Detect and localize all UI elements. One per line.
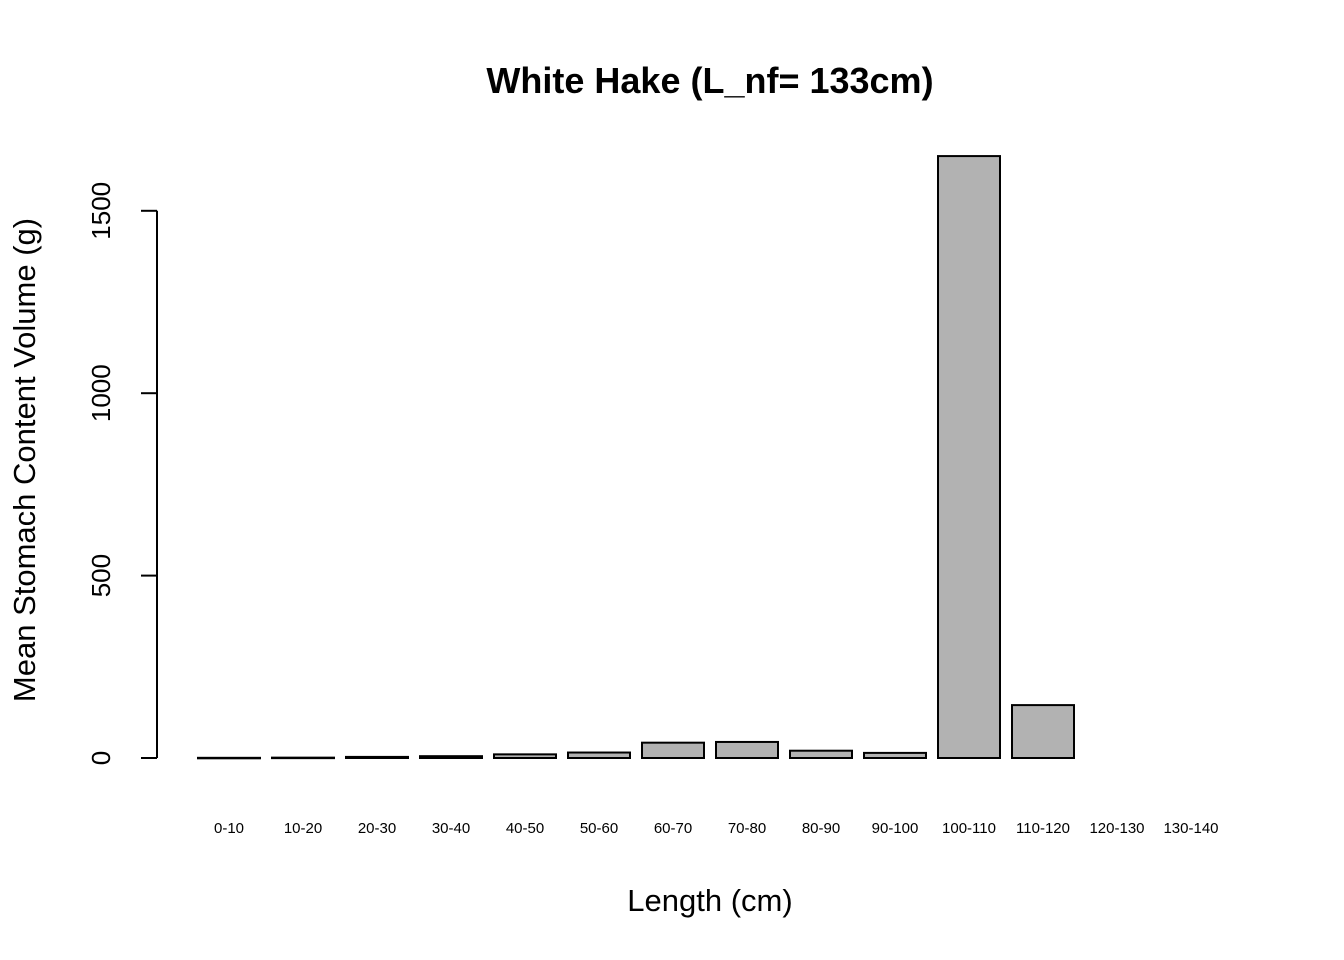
x-tick-label: 60-70	[654, 820, 692, 837]
x-tick-label: 130-140	[1163, 820, 1218, 837]
y-tick-label: 1500	[86, 182, 116, 240]
bar-100-110	[937, 155, 1001, 759]
x-tick-label: 50-60	[580, 820, 618, 837]
bar-50-60	[567, 751, 631, 760]
bars-group	[197, 155, 1075, 760]
x-tick-label: 110-120	[1016, 820, 1070, 837]
y-axis-ticks: 0 500 1000 1500	[86, 182, 157, 765]
bar-0-10	[197, 756, 261, 760]
bar-80-90	[789, 749, 853, 759]
x-tick-label: 40-50	[506, 820, 544, 837]
bar-60-70	[641, 741, 705, 760]
bar-20-30	[345, 755, 409, 759]
x-tick-label: 10-20	[284, 820, 322, 837]
bar-40-50	[493, 753, 557, 759]
bar-30-40	[419, 755, 483, 760]
x-axis-label: Length (cm)	[627, 883, 792, 918]
bar-70-80	[715, 740, 779, 759]
category-labels: 0-10 10-20 20-30 30-40 40-50 50-60 60-70 70-80 8…	[214, 820, 1219, 837]
y-tick-label: 500	[86, 554, 116, 597]
x-tick-label: 100-110	[942, 820, 996, 837]
x-tick-label: 30-40	[432, 820, 470, 837]
bar-110-120	[1011, 704, 1075, 760]
x-tick-label: 90-100	[872, 820, 919, 837]
y-axis-label: Mean Stomach Content Volume (g)	[7, 218, 42, 702]
chart-title: White Hake (L_nf= 133cm)	[486, 60, 933, 101]
x-tick-label: 0-10	[214, 820, 244, 837]
x-tick-label: 120-130	[1089, 820, 1144, 837]
bar-90-100	[863, 751, 927, 760]
x-tick-label: 20-30	[358, 820, 396, 837]
x-tick-label: 80-90	[802, 820, 840, 837]
y-tick-label: 1000	[86, 364, 116, 422]
x-tick-label: 70-80	[728, 820, 766, 837]
y-tick-label: 0	[86, 751, 116, 765]
bar-10-20	[271, 756, 335, 760]
